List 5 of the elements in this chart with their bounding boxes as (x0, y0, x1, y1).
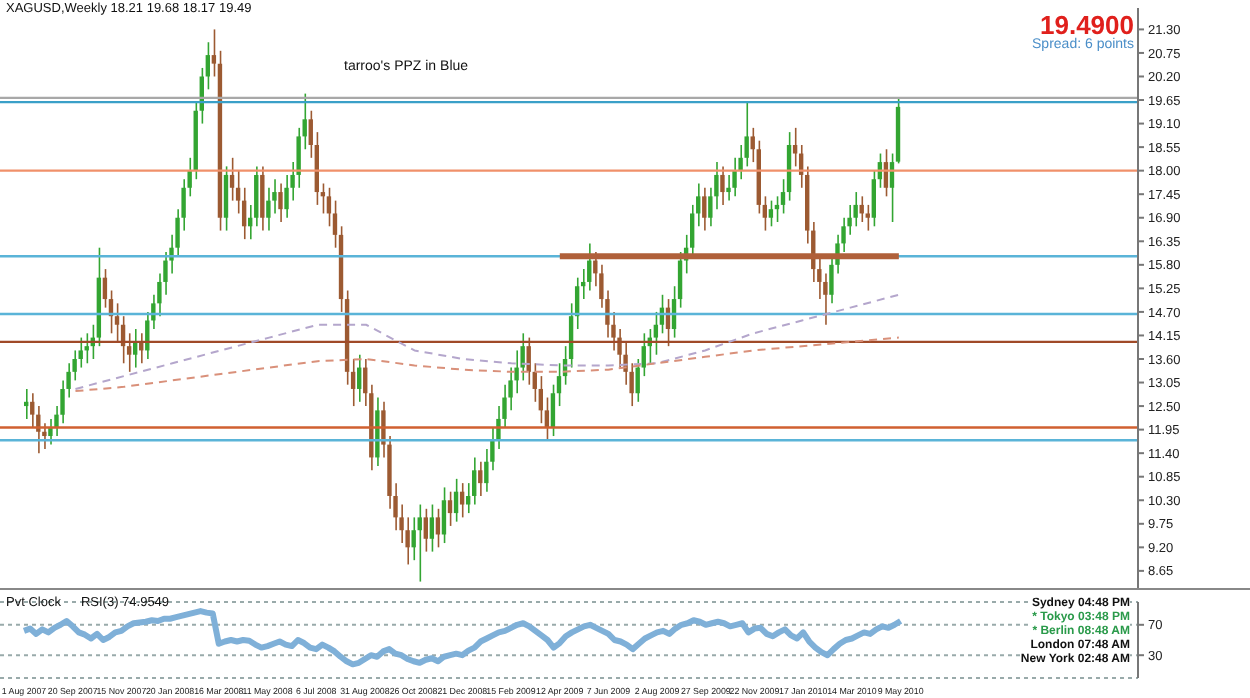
line-series (74, 336, 900, 393)
annotation: 19.4900 (1040, 10, 1134, 40)
line-series (21, 608, 904, 668)
candlestick (792, 127, 798, 167)
line-series (74, 293, 900, 390)
